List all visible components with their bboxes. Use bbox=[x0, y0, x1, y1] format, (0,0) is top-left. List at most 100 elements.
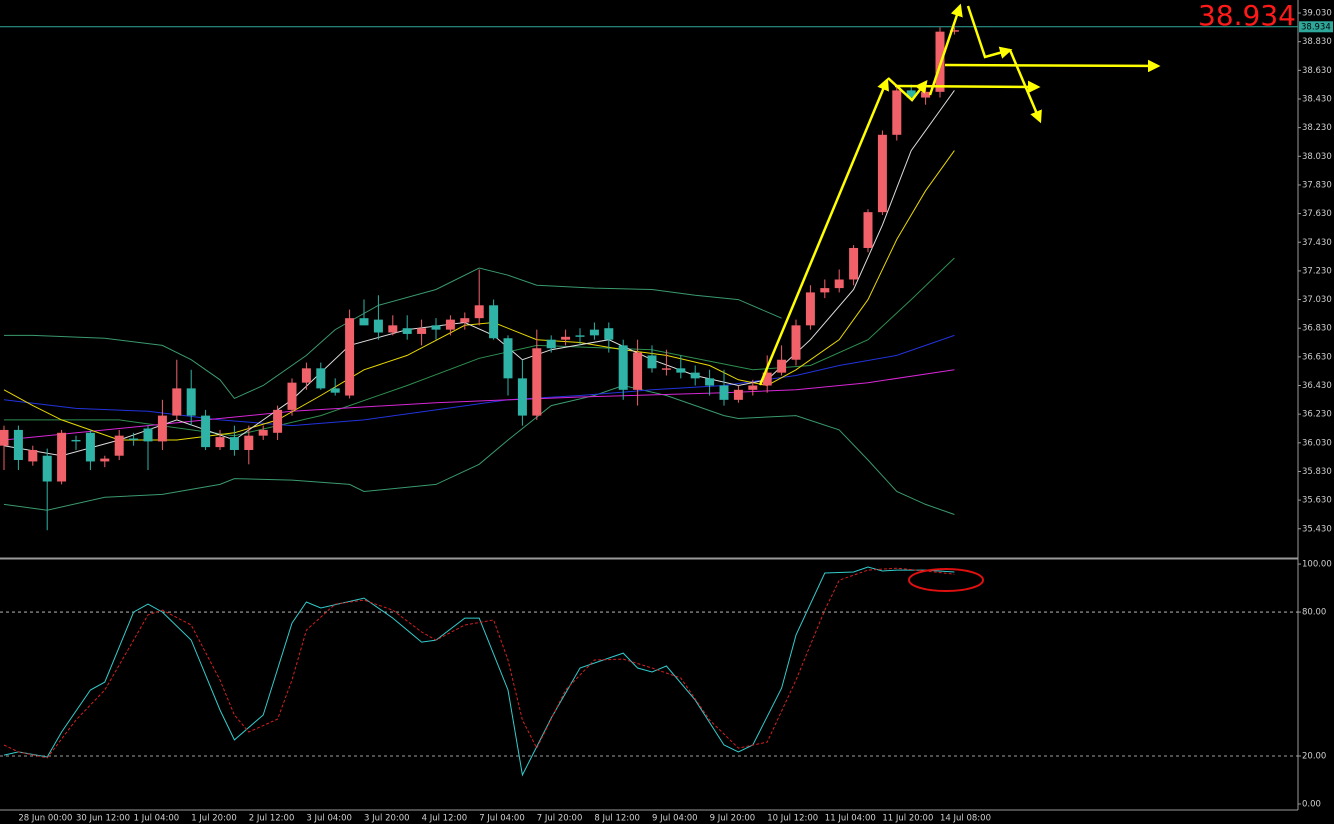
candle-body bbox=[863, 212, 873, 248]
x-tick-label: 1 Jul 04:00 bbox=[134, 814, 180, 824]
last-price-big: 38.934 bbox=[1198, 0, 1296, 32]
y-tick-label: 20.00 bbox=[1302, 752, 1326, 762]
y-tick-label: 38.630 bbox=[1302, 66, 1332, 76]
candle-body bbox=[388, 325, 398, 333]
candle-body bbox=[301, 368, 311, 383]
candle-body bbox=[0, 429, 9, 446]
candle-body bbox=[28, 449, 38, 462]
candle-body bbox=[42, 455, 52, 482]
annotation-arrows bbox=[758, 3, 1161, 386]
candle-body bbox=[633, 352, 643, 390]
candle-body bbox=[229, 437, 239, 450]
arrow bbox=[966, 5, 1013, 59]
candle-body bbox=[287, 382, 297, 410]
candle-body bbox=[877, 134, 887, 213]
y-tick-label: 35.430 bbox=[1302, 524, 1332, 534]
y-tick-label: 37.230 bbox=[1302, 266, 1332, 276]
candle-body bbox=[186, 388, 196, 416]
y-tick-label: 36.430 bbox=[1302, 381, 1332, 391]
x-tick-label: 14 Jul 08:00 bbox=[940, 814, 991, 824]
y-tick-label: 36.230 bbox=[1302, 410, 1332, 420]
candle-body bbox=[661, 368, 671, 370]
candle-body bbox=[575, 335, 585, 337]
candle-body bbox=[330, 388, 340, 393]
y-tick-label: 37.630 bbox=[1302, 209, 1332, 219]
x-tick-label: 7 Jul 04:00 bbox=[479, 814, 525, 824]
candle-body bbox=[417, 328, 427, 334]
y-tick-label: 38.230 bbox=[1302, 123, 1332, 133]
candle-body bbox=[474, 305, 484, 319]
candle-body bbox=[445, 319, 455, 330]
x-tick-label: 7 Jul 20:00 bbox=[537, 814, 583, 824]
candle-body bbox=[316, 368, 326, 389]
x-tick-label: 8 Jul 12:00 bbox=[594, 814, 640, 824]
candle-body bbox=[690, 372, 700, 379]
candle-body bbox=[532, 348, 542, 416]
candle-body bbox=[805, 292, 815, 326]
candle-body bbox=[777, 359, 787, 373]
candle-body bbox=[503, 338, 513, 379]
last-price-tag: 38.934 bbox=[1301, 22, 1331, 32]
y-tick-label: 100.00 bbox=[1302, 560, 1332, 570]
y-tick-label: 37.430 bbox=[1302, 238, 1332, 248]
y-tick-label: 37.030 bbox=[1302, 295, 1332, 305]
candle-body bbox=[906, 90, 916, 98]
x-tick-label: 11 Jul 20:00 bbox=[882, 814, 933, 824]
x-tick-label: 2 Jul 12:00 bbox=[249, 814, 295, 824]
candle-body bbox=[431, 325, 441, 330]
candle-body bbox=[589, 329, 599, 336]
y-tick-label: 80.00 bbox=[1302, 608, 1326, 618]
arrow bbox=[944, 59, 1161, 73]
candle-body bbox=[489, 305, 499, 339]
candle-body bbox=[834, 279, 844, 289]
x-tick-label: 9 Jul 04:00 bbox=[652, 814, 698, 824]
candle-body bbox=[129, 438, 139, 440]
candle-body bbox=[676, 368, 686, 373]
x-tick-label: 11 Jul 04:00 bbox=[825, 814, 876, 824]
candle-body bbox=[143, 428, 153, 442]
candle-body bbox=[561, 336, 571, 340]
candle-body bbox=[921, 91, 931, 98]
y-tick-label: 38.830 bbox=[1302, 37, 1332, 47]
y-tick-label: 0.00 bbox=[1302, 800, 1321, 810]
candle-body bbox=[157, 415, 167, 442]
candle-body bbox=[849, 247, 859, 280]
arrow bbox=[928, 3, 963, 96]
candle-body bbox=[748, 385, 758, 390]
y-tick-label: 35.830 bbox=[1302, 467, 1332, 477]
indicator-line bbox=[3, 384, 955, 515]
candle-body bbox=[604, 328, 614, 340]
x-tick-label: 1 Jul 20:00 bbox=[191, 814, 237, 824]
candle-body bbox=[791, 325, 801, 360]
y-tick-label: 38.030 bbox=[1302, 152, 1332, 162]
y-tick-label: 36.830 bbox=[1302, 324, 1332, 334]
candle-body bbox=[402, 328, 412, 334]
oscillator-line bbox=[3, 566, 955, 777]
y-tick-label: 36.630 bbox=[1302, 352, 1332, 362]
oscillator-line bbox=[3, 567, 955, 759]
candle-body bbox=[733, 389, 743, 400]
y-tick-label: 36.030 bbox=[1302, 438, 1332, 448]
candle-body bbox=[201, 415, 211, 448]
candle-body bbox=[345, 318, 355, 396]
arrow bbox=[1008, 49, 1042, 124]
candle-body bbox=[13, 429, 23, 461]
arrow bbox=[758, 77, 889, 386]
x-tick-label: 3 Jul 04:00 bbox=[306, 814, 352, 824]
candle-body bbox=[244, 435, 254, 450]
candle-body bbox=[71, 439, 81, 442]
x-tick-label: 30 Jun 12:00 bbox=[76, 814, 130, 824]
candle-body bbox=[114, 435, 124, 456]
candle-body bbox=[359, 318, 369, 326]
indicator-line bbox=[4, 267, 782, 400]
candle-body bbox=[172, 388, 182, 416]
candle-body bbox=[85, 432, 95, 462]
candle-body bbox=[618, 345, 628, 390]
candle-body bbox=[892, 90, 902, 135]
candle-body bbox=[949, 30, 959, 32]
arrow bbox=[894, 80, 1041, 94]
candle-body bbox=[820, 288, 830, 293]
